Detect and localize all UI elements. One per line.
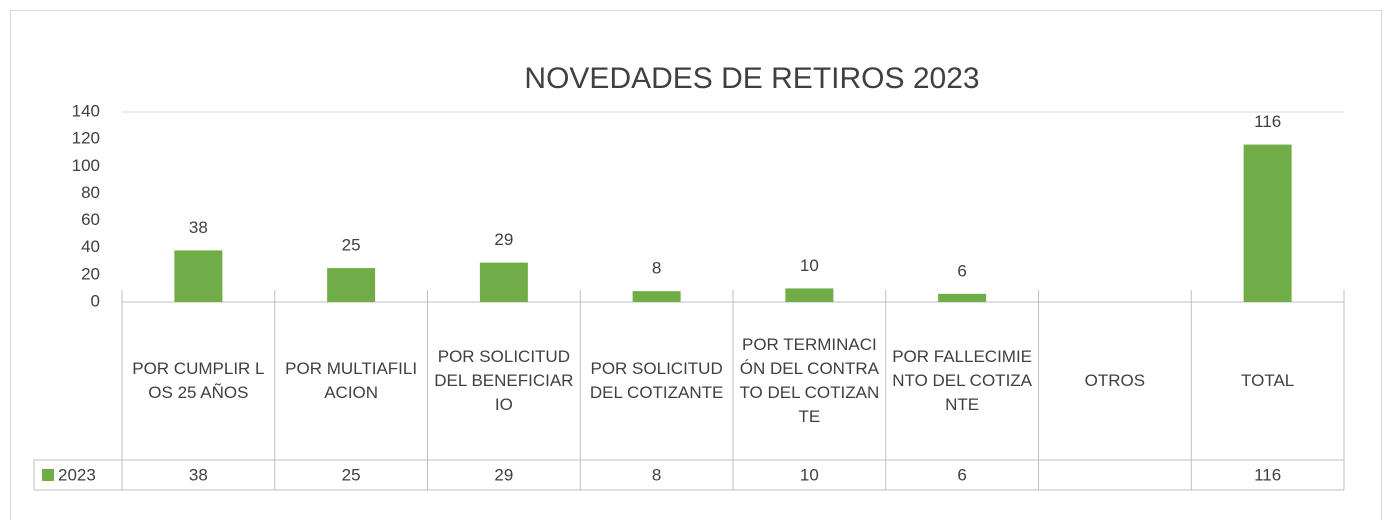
bar [632,291,681,302]
y-tick-label: 80 [81,183,100,202]
x-tick-label: POR MULTIAFILIACION [285,359,418,402]
category-cell: POR SOLICITUD DEL BENEFICIARIO [434,347,574,414]
category-cell: TOTAL [1241,371,1295,390]
table-value: 38 [189,465,208,484]
data-label: 25 [342,236,361,255]
category-cell: POR CUMPLIR LOS 25 AÑOS [132,359,265,402]
category-cell: OTROS [1084,371,1146,390]
data-label: 8 [652,259,661,278]
table-value: 25 [342,465,361,484]
chart-title: NOVEDADES DE RETIROS 2023 [524,62,979,95]
category-cell: POR MULTIAFILIACION [285,359,418,402]
bar [1243,144,1292,302]
data-label: 6 [957,261,966,280]
table-value: 10 [800,465,819,484]
bar [479,262,528,302]
y-tick-label: 0 [91,291,100,310]
bar [938,293,987,302]
x-tick-label: POR SOLICITUD DEL BENEFICIARIO [434,347,574,414]
category-cell: POR SOLICITUD DEL COTIZANTE [589,359,724,402]
x-tick-label: OTROS [1084,371,1146,390]
x-tick-label: POR FALLECIMIENTO DEL COTIZANTE [892,347,1033,414]
y-tick-label: 40 [81,237,100,256]
y-tick-label: 140 [72,101,100,120]
legend-swatch [42,469,54,481]
data-label: 29 [494,230,513,249]
bar [785,288,834,302]
y-tick-label: 60 [81,210,100,229]
legend-label: 2023 [58,465,96,484]
y-tick-label: 100 [72,156,100,175]
chart-border [10,10,1382,520]
data-label: 10 [800,256,819,275]
y-tick-label: 120 [72,129,100,148]
table-value: 6 [957,465,966,484]
y-tick-label: 20 [81,264,100,283]
x-tick-label: POR SOLICITUD DEL COTIZANTE [589,359,724,402]
category-cell: POR FALLECIMIENTO DEL COTIZANTE [892,347,1033,414]
table-value: 8 [652,465,661,484]
data-label: 38 [189,218,208,237]
x-tick-label: TOTAL [1241,371,1295,390]
bar [327,268,376,302]
table-value: 29 [494,465,513,484]
table-value: 116 [1254,465,1281,484]
data-label: 116 [1254,112,1281,131]
bar [174,250,223,302]
category-cell: POR TERMINACIÓN DEL CONTRATO DEL COTIZAN… [739,335,880,426]
x-tick-label: POR CUMPLIR LOS 25 AÑOS [132,359,265,402]
x-tick-label: POR TERMINACIÓN DEL CONTRATO DEL COTIZAN… [739,335,880,426]
